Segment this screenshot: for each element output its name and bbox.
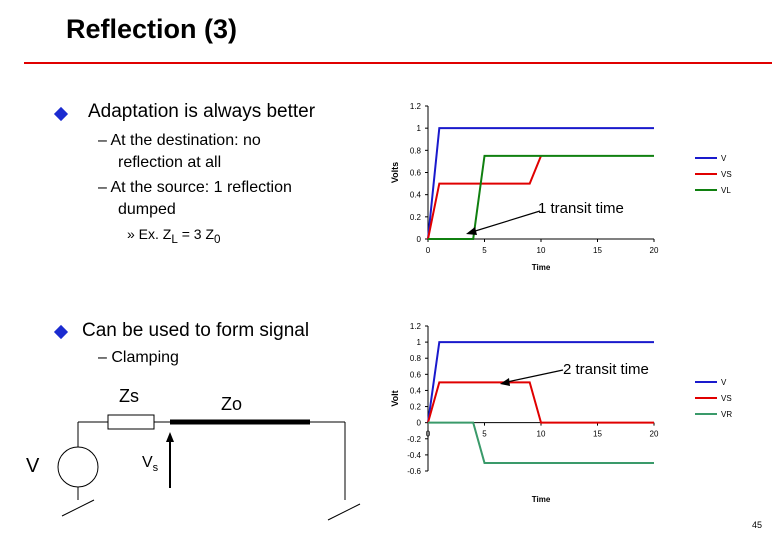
v-source-label: V (26, 455, 40, 477)
title-divider (24, 62, 772, 64)
y-tick-label: 1 (417, 124, 422, 133)
circuit-diagram (57, 414, 361, 521)
sub-bullet-destination-line1: – At the destination: no (98, 132, 261, 149)
x-tick-label: 5 (482, 246, 487, 255)
x-tick-label: 10 (537, 246, 546, 255)
y-axis-label: Volts (390, 162, 400, 183)
x-tick-label: 10 (537, 430, 546, 439)
x-tick-label: 15 (593, 430, 602, 439)
ground-symbol (61, 499, 95, 517)
x-tick-label: 0 (426, 430, 431, 439)
series-line-vs (427, 381, 654, 424)
sub-bullet-clamping: – Clamping (98, 349, 179, 366)
y-tick-label: -0.4 (407, 451, 421, 460)
bullet-adaptation: Adaptation is always better (88, 101, 316, 122)
legend-label: V (721, 154, 727, 163)
legend-label: V (721, 378, 727, 387)
vs-label-main: V (142, 454, 153, 471)
y-tick-label: 0.2 (410, 213, 422, 222)
y-tick-label: 1.2 (410, 322, 422, 331)
x-tick-label: 20 (650, 430, 659, 439)
x-axis-label: Time (532, 495, 551, 502)
x-axis-label: Time (532, 263, 551, 272)
arrow-line (506, 369, 564, 383)
series-line-v (427, 127, 654, 240)
ground-symbol (327, 503, 361, 521)
series-line-vr (428, 421, 654, 464)
y-tick-label: 1 (417, 338, 422, 347)
y-tick-label: 0.2 (410, 403, 422, 412)
slide-title: Reflection (3) (66, 14, 238, 44)
arrow-head-icon (500, 378, 510, 386)
sub-bullet-destination-line2: reflection at all (118, 154, 222, 171)
y-tick-label: 0 (417, 235, 422, 244)
example-sub-0: 0 (214, 232, 221, 246)
y-tick-label: 0.8 (410, 354, 422, 363)
annotation-2-arrow (500, 369, 564, 386)
y-tick-label: 0 (417, 419, 422, 428)
bullet-diamond-icon (53, 324, 69, 340)
y-axis-label: Volt (390, 390, 400, 406)
series-line-v (427, 341, 654, 423)
bullet-diamond-icon (53, 106, 69, 122)
arrow-line (471, 210, 541, 233)
example-mid: = 3 Z (177, 226, 215, 242)
legend-label: VS (721, 170, 732, 179)
vs-label: Vs (142, 454, 158, 474)
resistor-zs (107, 414, 155, 430)
sub-bullet-source: – At the source: 1 reflection dumped (98, 177, 292, 221)
example-prefix: » Ex. Z (127, 226, 172, 242)
vs-label-sub: s (152, 462, 159, 475)
y-tick-label: -0.6 (407, 467, 421, 476)
y-tick-label: 0.8 (410, 146, 422, 155)
vs-arrow-icon (166, 432, 174, 442)
chart-bottom: -0.6 -0.4 -0.2 0 0.2 0.4 0.6 0.8 1 1.2 0 5 10 15 20 Tim… (390, 322, 732, 502)
y-tick-label: 0.6 (410, 370, 422, 379)
sub-bullet-destination: – At the destination: no reflection at a… (98, 130, 261, 174)
y-tick-label: 0.4 (410, 386, 422, 395)
y-tick-label: 1.2 (410, 102, 422, 111)
example-sub-l: L (171, 232, 178, 246)
series-line-vs (427, 155, 542, 240)
zo-label: Zo (221, 394, 243, 414)
y-tick-label: 0.4 (410, 191, 422, 200)
sub-bullet-source-line1: – At the source: 1 reflection (98, 179, 292, 196)
x-tick-label: 15 (593, 246, 602, 255)
annotation-1-arrow (466, 210, 541, 235)
arrow-head-icon (466, 227, 477, 235)
legend-label: VR (721, 410, 732, 419)
x-tick-label: 5 (482, 430, 487, 439)
bullet-form-signal: Can be used to form signal (82, 320, 310, 341)
annotation-1-transit: 1 transit time (538, 200, 624, 217)
zs-label: Zs (119, 386, 139, 406)
y-tick-label: 0.6 (410, 169, 422, 178)
x-tick-label: 20 (650, 246, 659, 255)
chart-top: 0 0.2 0.4 0.6 0.8 1 1.2 0 5 10 15 20 Time Volts V VS VL (390, 102, 732, 272)
series-line-vl (428, 154, 654, 240)
legend-label: VL (721, 186, 731, 195)
annotation-2-transit: 2 transit time (563, 361, 649, 378)
x-tick-label: 0 (426, 246, 431, 255)
example-impedance: » Ex. ZL = 3 Z0 (127, 226, 221, 246)
page-number: 45 (751, 520, 762, 530)
sub-bullet-source-line2: dumped (118, 201, 176, 218)
y-tick-label: -0.2 (407, 435, 421, 444)
legend-label: VS (721, 394, 732, 403)
voltage-source (57, 446, 99, 488)
